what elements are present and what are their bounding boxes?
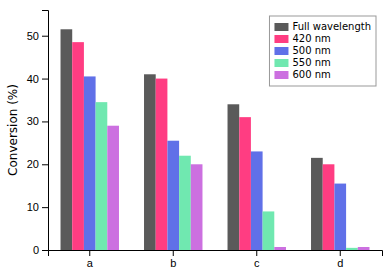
bars (61, 29, 370, 250)
legend-label: 500 nm (292, 45, 330, 56)
x-tick-label: c (254, 257, 260, 269)
y-tick: 20 (27, 158, 48, 170)
bar-series (61, 29, 323, 250)
bar (96, 102, 108, 250)
legend-item: 600 nm (274, 69, 330, 80)
bar (144, 74, 156, 250)
x-tick-mark (89, 250, 90, 256)
bar (72, 42, 84, 250)
bar-series (107, 126, 369, 250)
bar (228, 104, 240, 250)
legend-swatch (274, 23, 288, 31)
y-axis: 0 10 20 30 40 50 (27, 11, 49, 257)
bar (251, 151, 263, 250)
y-tick: 30 (27, 115, 48, 127)
y-tick-label: 10 (27, 201, 39, 213)
legend-item: Full wavelength (274, 21, 371, 32)
legend-swatch (274, 35, 288, 43)
bar (263, 211, 275, 250)
y-tick-label: 0 (33, 244, 39, 256)
x-tick-label: a (87, 257, 94, 269)
legend-label: 600 nm (292, 69, 330, 80)
bar-series (84, 76, 346, 250)
x-tick: c (254, 250, 260, 269)
y-tick: 40 (27, 73, 48, 85)
y-axis-line (42, 11, 49, 251)
legend-item: 550 nm (274, 57, 330, 68)
x-tick: b (170, 250, 176, 269)
y-tick-mark (42, 36, 48, 37)
y-tick: 10 (27, 201, 48, 213)
legend: Full wavelength420 nm500 nm550 nm600 nm (269, 16, 376, 86)
legend-frame (269, 16, 376, 86)
bar (61, 29, 73, 250)
y-tick: 0 (33, 244, 48, 256)
bar (191, 164, 203, 250)
y-axis-title: Conversion (%) (6, 84, 20, 176)
bar (84, 76, 96, 250)
x-axis-line (49, 251, 383, 257)
legend-label: 420 nm (292, 33, 330, 44)
y-tick-mark (42, 207, 48, 208)
x-tick-label: b (170, 257, 176, 269)
bar-series (72, 42, 334, 250)
chart: 0 10 20 30 40 50 a b c d Full wavelength420 nm500 … (0, 0, 392, 274)
plot: 0 10 20 30 40 50 a b c d Full wavelength420 nm500 … (27, 11, 383, 269)
y-tick-mark (42, 164, 48, 165)
bar (346, 248, 358, 250)
x-tick: d (337, 250, 343, 269)
y-tick-mark (42, 79, 48, 80)
legend-label: 550 nm (292, 57, 330, 68)
bar (179, 156, 191, 250)
legend-swatch (274, 71, 288, 79)
legend-swatch (274, 59, 288, 67)
x-tick-mark (173, 250, 174, 256)
y-tick-label: 50 (27, 30, 39, 42)
bar (156, 79, 168, 250)
y-tick-mark (42, 250, 48, 251)
bar (334, 184, 346, 250)
y-tick-mark (42, 121, 48, 122)
legend-item: 500 nm (274, 45, 330, 56)
y-tick-label: 30 (27, 115, 39, 127)
bar (311, 158, 323, 250)
y-tick-label: 20 (27, 158, 39, 170)
bar (239, 117, 251, 250)
bar (167, 141, 179, 250)
legend-swatch (274, 47, 288, 55)
legend-label: Full wavelength (292, 21, 371, 32)
x-axis: a b c d (49, 250, 383, 269)
bar (358, 247, 370, 250)
x-tick-label: d (337, 257, 343, 269)
bar (107, 126, 119, 250)
x-tick-mark (256, 250, 257, 256)
x-tick: a (87, 250, 94, 269)
y-tick-label: 40 (27, 73, 39, 85)
legend-item: 420 nm (274, 33, 330, 44)
bar (323, 164, 335, 250)
bar-series (96, 102, 358, 250)
x-tick-mark (340, 250, 341, 256)
bar (274, 247, 286, 250)
y-tick: 50 (27, 30, 48, 42)
